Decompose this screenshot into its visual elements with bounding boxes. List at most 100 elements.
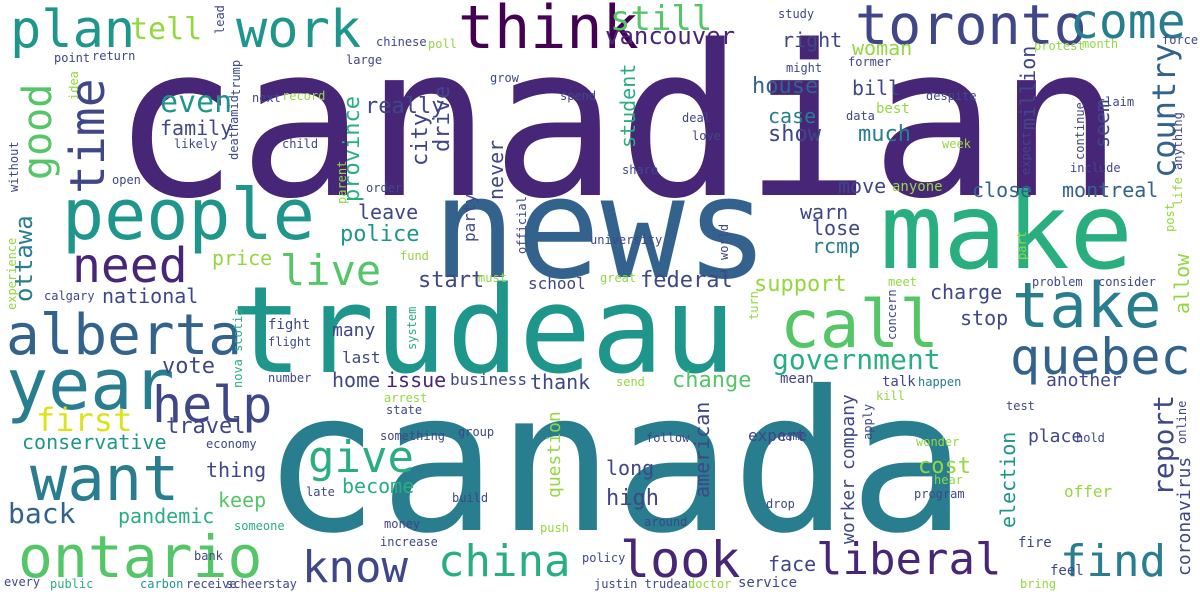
word: long xyxy=(606,456,655,480)
word: nova scotia xyxy=(231,308,245,388)
word: life xyxy=(1171,177,1185,206)
word: apply xyxy=(861,403,875,440)
word: tell xyxy=(130,12,203,47)
word: something xyxy=(380,429,446,443)
word: ontario xyxy=(18,523,263,591)
word: good xyxy=(15,83,61,180)
word: official xyxy=(515,196,529,254)
word: city xyxy=(408,113,433,166)
word: trudeau xyxy=(230,262,736,401)
word: chinese xyxy=(376,35,427,49)
word: coronavirus xyxy=(1174,456,1195,576)
word: bank xyxy=(194,549,223,563)
word: feel xyxy=(1050,563,1084,579)
word: cost xyxy=(918,454,971,479)
word: problem xyxy=(1032,275,1083,289)
word: place xyxy=(1028,426,1083,447)
word: offer xyxy=(1064,482,1113,501)
word: must xyxy=(478,271,507,285)
word: without xyxy=(7,141,21,192)
word: give xyxy=(308,432,414,483)
word: high xyxy=(606,486,659,511)
word: quebec xyxy=(1010,328,1191,386)
word: know xyxy=(302,542,408,593)
word: case xyxy=(768,104,817,128)
word: school xyxy=(528,274,586,293)
word: work xyxy=(236,0,362,60)
word: hold xyxy=(1076,431,1105,445)
word: fire xyxy=(1018,535,1052,551)
word: online xyxy=(1175,400,1189,444)
word: every xyxy=(4,575,41,589)
word: company xyxy=(838,394,859,470)
word: call xyxy=(780,286,939,363)
word: best xyxy=(876,101,910,117)
word: name xyxy=(778,429,807,443)
word: group xyxy=(458,425,495,439)
word: force xyxy=(1162,33,1199,47)
word: calgary xyxy=(44,289,95,303)
word: study xyxy=(778,7,815,21)
word: family xyxy=(160,116,233,140)
word: warn xyxy=(800,200,849,224)
word: find xyxy=(1060,536,1166,587)
word: back xyxy=(8,497,76,530)
word: likely xyxy=(174,137,218,151)
word: data xyxy=(846,109,875,123)
word: money xyxy=(384,517,421,531)
word: live xyxy=(280,246,382,295)
word: parent xyxy=(335,160,349,204)
word: post xyxy=(1163,203,1177,232)
word: love xyxy=(692,129,721,143)
word: plan xyxy=(10,0,136,60)
word: seem xyxy=(1090,99,1114,148)
word: turn xyxy=(747,291,761,320)
word: deal xyxy=(682,111,711,125)
word: question xyxy=(544,411,565,498)
word: number xyxy=(268,371,312,385)
word: another xyxy=(1046,370,1122,391)
word: allow xyxy=(1170,253,1194,314)
word: support xyxy=(754,272,847,297)
word: economy xyxy=(206,437,257,451)
word: great xyxy=(600,271,637,285)
word: experience xyxy=(5,237,19,310)
word: protest xyxy=(1034,39,1085,53)
word: american xyxy=(690,401,714,498)
word: thank xyxy=(530,370,591,394)
word: mean xyxy=(780,371,814,387)
word: large xyxy=(346,53,383,67)
word: university xyxy=(590,233,663,247)
word: record xyxy=(282,89,326,103)
word: hear xyxy=(934,473,963,487)
word: year xyxy=(6,344,175,426)
word: face xyxy=(768,552,817,576)
word: consider xyxy=(1098,275,1156,289)
word: news xyxy=(432,148,770,311)
word: price xyxy=(212,246,273,270)
word: anyone xyxy=(892,179,943,195)
word: bill xyxy=(852,76,901,100)
word: bring xyxy=(1020,577,1057,591)
word: start xyxy=(418,268,485,293)
word: national xyxy=(102,284,199,308)
word: canada xyxy=(262,349,967,576)
word: fund xyxy=(400,249,429,263)
word: justin trudeau xyxy=(594,577,696,591)
word: continue xyxy=(1073,102,1087,160)
word: lead xyxy=(213,5,227,34)
word: charge xyxy=(930,280,1003,304)
word: flight xyxy=(268,335,312,349)
word: idea xyxy=(67,71,81,100)
word: send xyxy=(616,375,645,389)
word: include xyxy=(1070,161,1121,175)
word: test xyxy=(1006,399,1035,413)
word: follow xyxy=(646,431,690,445)
word: service xyxy=(738,575,798,591)
word: stop xyxy=(960,306,1009,330)
word: meet xyxy=(888,275,917,289)
word: stay xyxy=(268,577,297,591)
word: expert xyxy=(748,426,806,445)
word: expect xyxy=(1019,131,1033,175)
word: never xyxy=(484,139,508,200)
